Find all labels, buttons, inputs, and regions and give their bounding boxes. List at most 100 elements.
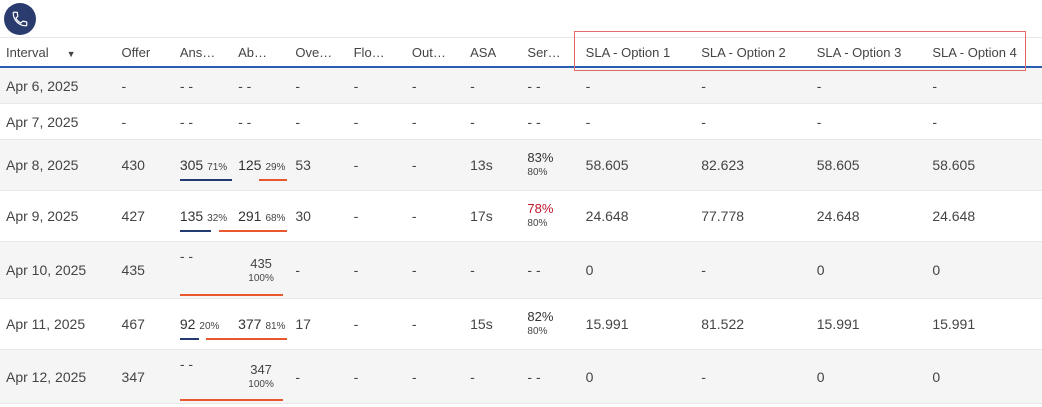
cell-answered: - - — [173, 103, 233, 140]
sort-down-icon[interactable]: ▼ — [66, 48, 76, 59]
cell-abandoned: - - — [232, 103, 290, 140]
cell-out: - — [405, 67, 465, 104]
column-header-flow[interactable]: Flo… — [347, 38, 406, 68]
cell-asa: 15s — [464, 298, 522, 350]
cell-flow: - — [347, 67, 406, 104]
cell-sla-option-3: - — [810, 103, 927, 140]
column-header-asa[interactable]: ASA — [464, 38, 522, 68]
cell-sla-option-2: - — [695, 241, 811, 299]
column-header-out[interactable]: Out… — [405, 38, 465, 68]
abandoned-stack: 347 100% — [232, 361, 290, 392]
cell-sla-option-3: 58.605 — [810, 139, 927, 191]
abandoned-bar — [180, 294, 284, 296]
table-row[interactable]: Apr 8, 2025 430 305 71% 125 29% 53- -13s 83% 80% 5… — [0, 139, 1042, 191]
column-header-sla-option-2[interactable]: SLA - Option 2 — [695, 38, 811, 68]
table-row[interactable]: Apr 11, 2025 467 92 20% 377 81% 17- -15s 82% 80% 1… — [0, 298, 1042, 350]
cell-service: - - — [521, 103, 580, 140]
abandoned-count: 377 — [238, 316, 262, 332]
cell-asa: - — [464, 67, 522, 104]
cell-sla-option-1: - — [579, 103, 696, 140]
cell-out: - — [405, 241, 465, 299]
service-level-value: 78% — [527, 201, 554, 216]
abandoned-percent: 68% — [265, 213, 286, 224]
abandoned-bar — [259, 179, 288, 181]
phone-button[interactable] — [4, 3, 36, 35]
cell-flow: - — [347, 349, 406, 404]
cell-out: - — [405, 103, 465, 140]
cell-interval: Apr 9, 2025 — [0, 190, 116, 242]
cell-sla-option-2: 77.778 — [695, 190, 811, 242]
cell-asa: - — [464, 349, 522, 404]
cell-answered: 305 71% — [173, 139, 251, 191]
abandoned-count: - - — [238, 113, 252, 130]
abandoned-percent: 29% — [265, 162, 286, 173]
abandoned-bar — [206, 338, 288, 340]
table-row[interactable]: Apr 6, 2025- - -- ------ ----- — [0, 67, 1042, 104]
cell-abandoned: 377 81% — [206, 298, 290, 350]
service-level-target: 80% — [527, 326, 548, 337]
cell-offer: 347 — [115, 349, 174, 404]
cell-sla-option-3: 0 — [810, 241, 927, 299]
cell-sla-option-1: 0 — [579, 349, 696, 404]
cell-abandoned: 291 68% — [219, 190, 290, 242]
cell-over: - — [289, 103, 348, 140]
column-header-abandoned[interactable]: Ab… — [232, 38, 290, 68]
column-header-over[interactable]: Ove… — [289, 38, 348, 68]
cell-sla-option-4: 0 — [926, 349, 1042, 404]
cell-flow: - — [347, 103, 406, 140]
cell-interval: Apr 8, 2025 — [0, 139, 116, 191]
column-header-answered[interactable]: Ans… — [173, 38, 233, 68]
column-header-interval[interactable]: Interval ▼ — [0, 38, 116, 68]
answered-percent: 32% — [207, 213, 228, 224]
answered-count: 305 — [179, 157, 204, 173]
phone-icon — [12, 11, 28, 27]
answered-percent: 71% — [207, 162, 228, 173]
cell-asa: 13s — [464, 139, 522, 191]
abandoned-count: - - — [238, 77, 252, 94]
cell-flow: - — [347, 241, 406, 299]
answered-bar — [179, 338, 199, 340]
cell-service: 82% 80% — [521, 298, 580, 350]
cell-abandoned: 125 29% — [232, 139, 290, 191]
toolbar-divider — [0, 37, 1042, 38]
column-header-sla-option-4[interactable]: SLA - Option 4 — [926, 38, 1042, 68]
cell-over: 30 — [289, 190, 348, 242]
cell-sla-option-4: 15.991 — [926, 298, 1042, 350]
service-level-value: 82% — [527, 309, 554, 324]
answered-count: 135 — [179, 208, 204, 224]
cell-interval: Apr 6, 2025 — [0, 67, 116, 104]
column-header-sla-option-3[interactable]: SLA - Option 3 — [810, 38, 927, 68]
answered-count: - - — [179, 356, 194, 372]
cell-answered: 135 32% — [173, 190, 233, 242]
cell-service: - - — [521, 241, 580, 299]
cell-sla-option-3: 24.648 — [810, 190, 927, 242]
cell-over: - — [289, 67, 348, 104]
cell-sla-option-4: - — [926, 103, 1042, 140]
cell-sla-option-3: - — [810, 67, 927, 104]
table-row[interactable]: Apr 9, 2025 427 135 32% 291 68% 30- -17s 78% 80% 2… — [0, 190, 1042, 242]
cell-sla-option-2: 81.522 — [695, 298, 811, 350]
column-header-offer[interactable]: Offer — [115, 38, 174, 68]
header-row: Interval ▼ Offer Ans… Ab… Ove… Flo… Out… … — [0, 38, 1042, 68]
cell-sla-option-2: - — [695, 349, 811, 404]
service-level-value: 83% — [527, 150, 554, 165]
table-row[interactable]: Apr 7, 2025- - -- ------ ----- — [0, 103, 1042, 140]
abandoned-percent: 100% — [248, 272, 274, 284]
cell-sla-option-1: 15.991 — [579, 298, 696, 350]
column-header-service[interactable]: Ser… — [521, 38, 580, 68]
cell-asa: - — [464, 103, 522, 140]
answered-percent: 20% — [199, 321, 220, 332]
abandoned-count: 291 — [238, 208, 262, 224]
cell-interval: Apr 10, 2025 — [0, 241, 116, 299]
cell-asa: - — [464, 241, 522, 299]
cell-sla-option-1: 58.605 — [579, 139, 696, 191]
column-header-sla-option-1[interactable]: SLA - Option 1 — [579, 38, 696, 68]
cell-answered: - - — [173, 241, 233, 299]
answered-count: - - — [179, 113, 194, 130]
cell-over: - — [289, 241, 348, 299]
abandoned-percent: 100% — [248, 379, 274, 390]
cell-sla-option-4: - — [926, 67, 1042, 104]
abandoned-bar — [219, 230, 288, 232]
